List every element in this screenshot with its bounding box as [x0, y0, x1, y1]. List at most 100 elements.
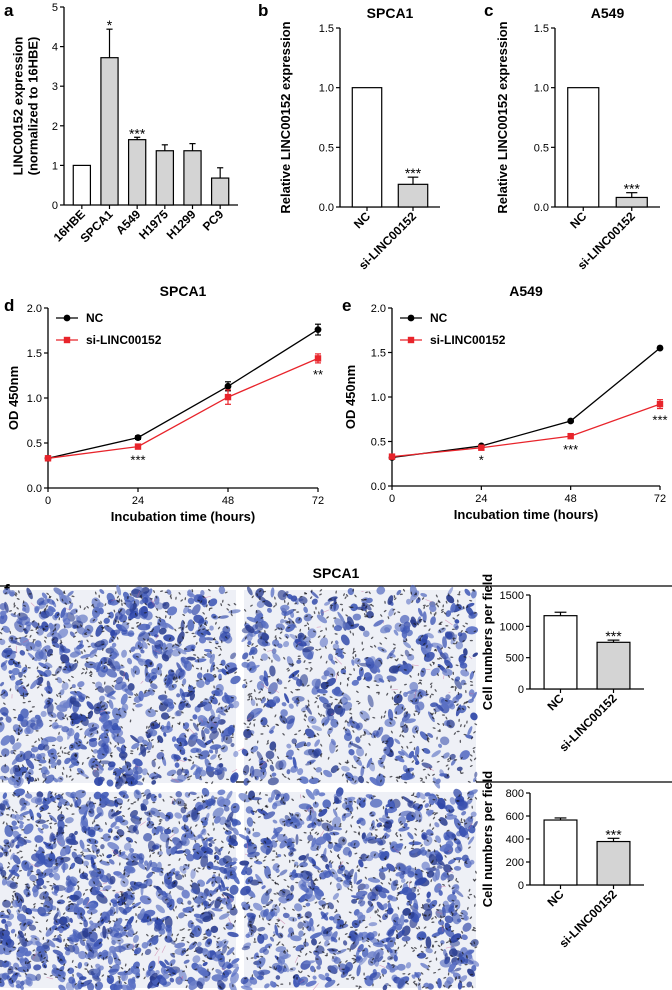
stained-cell	[99, 589, 105, 594]
stained-cell	[78, 771, 90, 778]
stained-cell	[211, 690, 220, 696]
x-tick-label: 72	[312, 495, 324, 507]
stained-cell	[114, 611, 123, 620]
stained-cell	[189, 692, 196, 701]
bar-nc	[543, 819, 578, 886]
y-tick-label: 0.0	[319, 202, 334, 214]
y-tick-label: 0	[518, 684, 524, 696]
stained-cell	[206, 652, 212, 658]
y-tick-label: 1000	[500, 621, 524, 633]
stained-cell	[95, 624, 104, 637]
stained-cell	[13, 777, 24, 789]
membrane-pore	[328, 728, 332, 730]
stained-cell	[1, 748, 10, 757]
stained-cell	[19, 650, 26, 656]
category-label: NC	[567, 209, 589, 231]
stained-cell	[98, 695, 105, 702]
stained-cell	[109, 653, 120, 659]
stained-cell	[44, 662, 53, 669]
stained-cell	[196, 672, 203, 679]
y-tick-label: 0	[52, 200, 58, 212]
stained-cell	[59, 689, 65, 696]
stained-cell	[73, 732, 80, 741]
x-tick-label: 0	[45, 495, 51, 507]
y-tick-label: 0	[518, 880, 524, 892]
stained-cell	[222, 734, 233, 745]
stained-cell	[44, 774, 55, 784]
stained-cell	[230, 775, 237, 782]
data-point	[44, 455, 52, 462]
y-tick-label: 0.5	[319, 142, 334, 154]
stained-cell	[152, 649, 159, 659]
stained-cell	[150, 729, 158, 737]
stained-cell	[131, 742, 140, 750]
stained-cell	[174, 762, 180, 768]
stained-cell	[61, 682, 69, 691]
stained-cell	[152, 641, 160, 645]
stained-cell	[30, 717, 38, 723]
membrane-pore	[46, 881, 50, 883]
stained-cell	[53, 725, 63, 729]
chart-title: SPCA1	[367, 5, 414, 21]
stained-cell	[135, 703, 143, 708]
stained-cell	[38, 625, 44, 629]
bar-16hbe	[72, 164, 92, 206]
stained-cell	[109, 906, 116, 917]
significance-label: ***	[652, 413, 667, 428]
stained-cell	[13, 767, 20, 773]
stained-cell	[208, 749, 214, 754]
data-point	[567, 417, 575, 425]
bar-h1975	[155, 150, 175, 206]
stained-cell	[154, 595, 160, 605]
stained-cell	[27, 652, 37, 662]
stained-cell	[194, 658, 207, 663]
stained-cell	[195, 738, 207, 748]
y-tick-label: 0.5	[27, 438, 42, 450]
micrograph-a549-si	[238, 787, 480, 990]
stained-cell	[198, 750, 210, 760]
stained-cell	[137, 657, 145, 666]
legend-marker	[63, 336, 71, 344]
bar-h1299	[183, 150, 202, 206]
stained-cell	[140, 744, 147, 757]
category-label: PC9	[200, 207, 227, 234]
stained-cell	[162, 602, 167, 607]
stained-cell	[18, 671, 23, 678]
stained-cell	[141, 768, 148, 776]
membrane-pore	[201, 902, 203, 906]
stained-cell	[35, 676, 44, 686]
stained-cell	[165, 649, 174, 656]
membrane-pore	[31, 745, 35, 747]
stained-cell	[108, 699, 114, 710]
stained-cell	[160, 712, 170, 720]
stained-cell	[8, 590, 16, 597]
stained-cell	[166, 606, 178, 616]
membrane-pore	[46, 700, 51, 702]
stained-cell	[120, 693, 128, 705]
membrane-pore	[411, 665, 414, 669]
stained-cell	[171, 643, 182, 649]
stained-cell	[175, 647, 187, 655]
legend-marker	[407, 314, 415, 322]
stained-cell	[187, 619, 195, 632]
stained-cell	[68, 602, 74, 611]
membrane-pore	[469, 639, 473, 642]
category-label: H1299	[164, 207, 199, 242]
stained-cell	[184, 702, 191, 708]
panel-label-a: a	[4, 1, 14, 20]
stained-cell	[187, 589, 192, 594]
stained-cell	[0, 602, 7, 611]
panel-label-e: e	[342, 296, 351, 315]
stained-cell	[48, 605, 56, 613]
data-point	[134, 443, 142, 450]
chart-title: A549	[509, 283, 543, 299]
stained-cell	[46, 702, 54, 715]
y-tick-label: 1.5	[319, 23, 334, 35]
x-axis-label: Incubation time (hours)	[454, 507, 598, 522]
stained-cell	[12, 742, 22, 751]
y-tick-label: 4	[52, 42, 58, 54]
category-label: NC	[351, 209, 373, 231]
bar-si-linc00152	[596, 840, 631, 886]
